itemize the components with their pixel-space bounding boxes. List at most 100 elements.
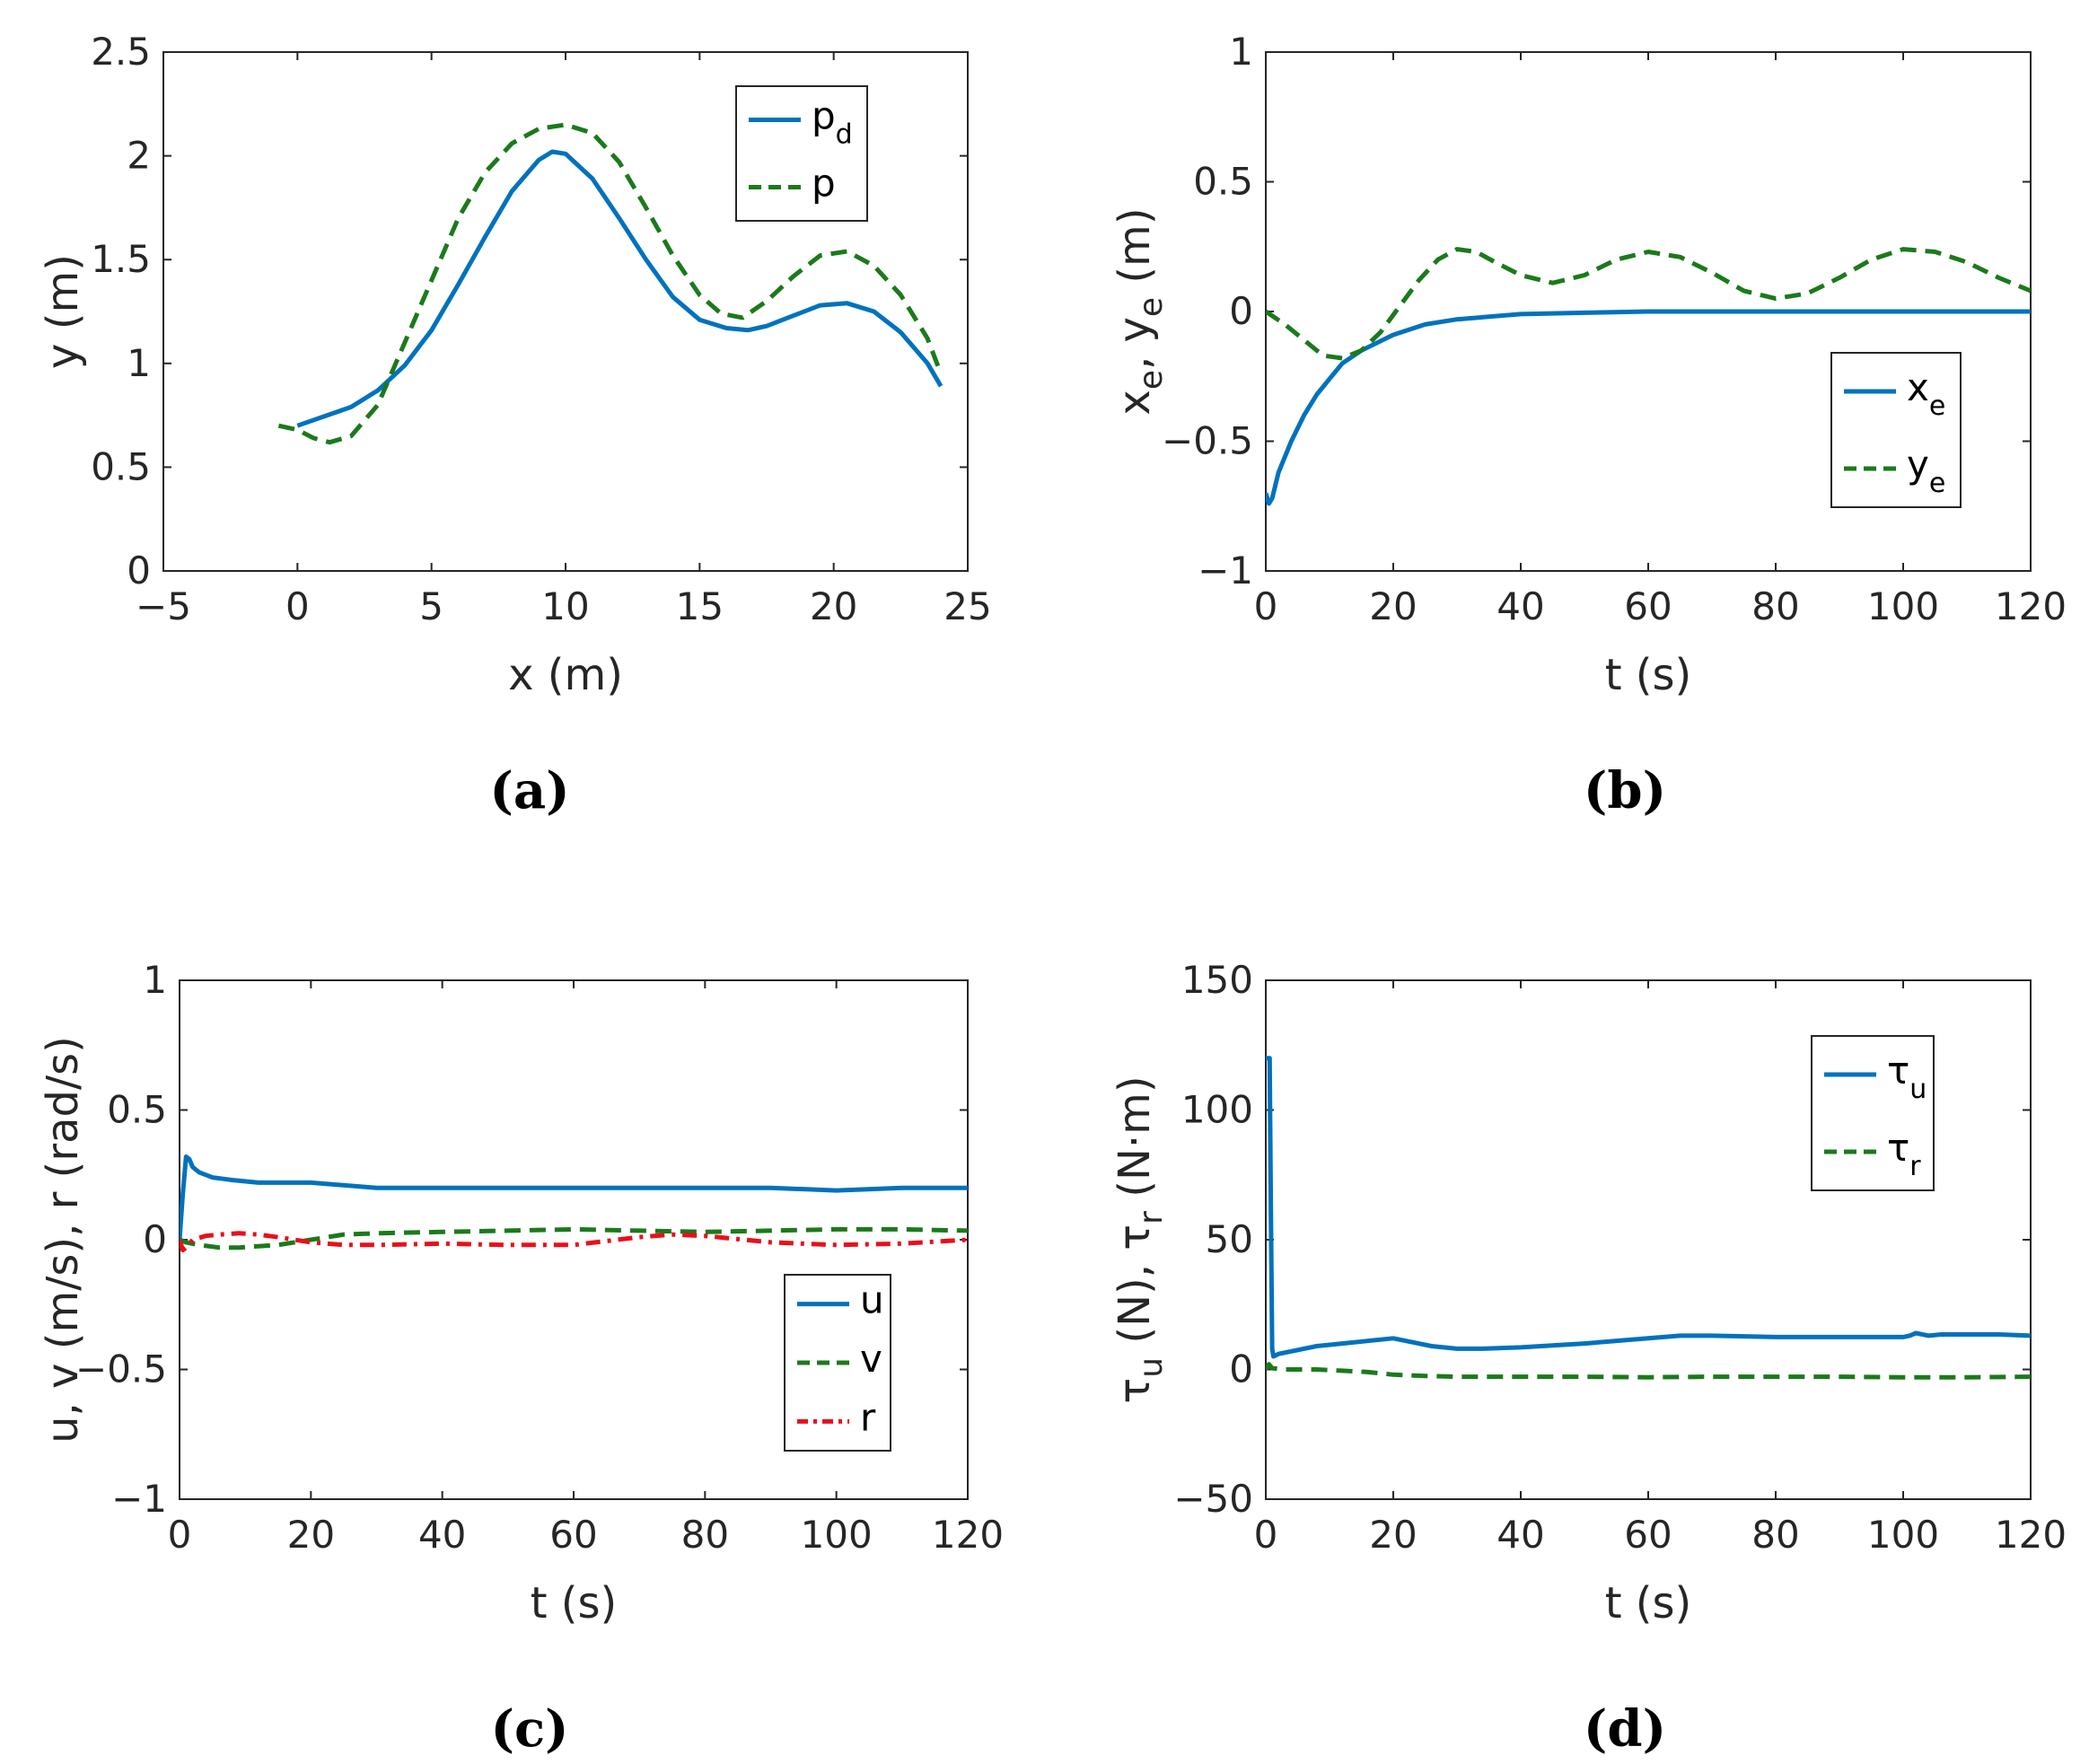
x-tick-label: 60 xyxy=(1624,1513,1672,1557)
x-tick-label: 80 xyxy=(1751,584,1799,628)
x-tick-label: 100 xyxy=(801,1513,873,1557)
legend-label-main: p xyxy=(812,162,836,206)
legend-label-main: v xyxy=(860,1337,882,1381)
x-tick-label: 0 xyxy=(1254,1513,1278,1557)
y-axis-label: u, v (m/s), r (rad/s) xyxy=(38,1036,88,1444)
x-tick-label: 120 xyxy=(932,1513,1004,1557)
series-line-r-1 xyxy=(1266,1362,2031,1380)
panel-caption: (c) xyxy=(490,1699,568,1759)
y-tick-label: 0.5 xyxy=(91,444,151,488)
y-axis-label-part: τ xyxy=(1110,1378,1160,1404)
y-axis-label-part: y xyxy=(1110,317,1160,342)
y-axis-label-part: τ xyxy=(1110,1224,1160,1251)
series-line-r-2 xyxy=(180,1231,968,1253)
y-axis-label-part: r xyxy=(1133,1211,1170,1224)
y-tick-label: 0 xyxy=(127,549,151,592)
x-tick-label: 40 xyxy=(1497,1513,1544,1557)
y-tick-label: −0.5 xyxy=(75,1347,167,1391)
legend-label: r xyxy=(860,1395,876,1439)
x-tick-label: 120 xyxy=(1995,1513,2067,1557)
y-tick-label: 1.5 xyxy=(91,237,151,281)
legend-label: xe xyxy=(1907,365,1945,422)
x-axis-label: x (m) xyxy=(508,650,623,700)
x-tick-label: 0 xyxy=(168,1513,192,1557)
y-tick-label: 0 xyxy=(1229,289,1253,333)
y-tick-label: 1 xyxy=(127,341,151,385)
y-axis-label-part: (m) xyxy=(1110,207,1160,296)
chart-panel-c: 0 20 40 60 80 100 120 −1 −0.5 0 0.5 1 t (s) u, v (m/s… xyxy=(38,958,1004,1759)
y-tick-label: −50 xyxy=(1173,1477,1253,1521)
x-tick-label: 0 xyxy=(1254,584,1278,628)
y-tick-label: 150 xyxy=(1181,958,1253,1002)
y-tick-label: −0.5 xyxy=(1162,419,1253,463)
x-tick-label: 15 xyxy=(676,584,724,628)
series-line-ye-1 xyxy=(1266,247,2031,361)
x-tick-label: 20 xyxy=(1369,584,1417,628)
panel-caption: (b) xyxy=(1584,761,1666,821)
legend-label-main: x xyxy=(1907,365,1929,409)
x-tick-label: 80 xyxy=(681,1513,729,1557)
x-tick-label: 40 xyxy=(418,1513,466,1557)
x-tick-label: 120 xyxy=(1995,584,2067,628)
y-axis-label-part: u xyxy=(1133,1357,1170,1378)
y-tick-label: 2.5 xyxy=(91,30,151,74)
series-line-u-0 xyxy=(180,1154,968,1241)
y-axis-label-part: e xyxy=(1133,297,1170,317)
x-axis-label: t (s) xyxy=(1605,1578,1692,1628)
legend-label-sub: u xyxy=(1909,1074,1927,1105)
y-axis-label-part: x xyxy=(1110,390,1160,415)
x-tick-label: 20 xyxy=(1369,1513,1417,1557)
y-axis-label: y (m) xyxy=(38,254,88,369)
y-axis-label-part: e xyxy=(1133,370,1170,390)
legend-label-main: τ xyxy=(1887,1126,1909,1170)
legend-label-main: r xyxy=(860,1395,876,1439)
x-tick-label: 25 xyxy=(944,584,991,628)
legend-label: u xyxy=(860,1278,884,1322)
y-tick-label: 0 xyxy=(1229,1347,1253,1391)
y-tick-label: 2 xyxy=(127,134,151,178)
x-tick-label: 10 xyxy=(541,584,589,628)
x-tick-label: 40 xyxy=(1497,584,1544,628)
legend-label: τu xyxy=(1887,1049,1927,1105)
y-axis-label-part: (N), xyxy=(1110,1251,1160,1357)
legend-label: pd xyxy=(812,94,853,151)
x-tick-label: −5 xyxy=(136,584,191,628)
legend-label: τr xyxy=(1887,1126,1921,1182)
y-axis-label: xe, ye (m) xyxy=(1110,207,1170,415)
legend-label: ye xyxy=(1907,443,1945,499)
y-tick-label: 1 xyxy=(143,958,167,1002)
y-tick-label: 0 xyxy=(143,1217,167,1261)
x-tick-label: 20 xyxy=(287,1513,335,1557)
legend-label-sub: e xyxy=(1929,391,1945,422)
x-tick-label: 60 xyxy=(1624,584,1672,628)
legend-label-sub: e xyxy=(1929,468,1945,499)
legend-label-main: τ xyxy=(1887,1049,1909,1093)
legend-box xyxy=(735,85,868,222)
panel-caption: (d) xyxy=(1584,1699,1666,1759)
series-line-v-1 xyxy=(180,1226,968,1251)
series-line-u-0 xyxy=(1266,1056,2031,1359)
x-tick-label: 20 xyxy=(810,584,857,628)
y-tick-label: 0.5 xyxy=(1193,160,1253,204)
x-tick-label: 100 xyxy=(1867,1513,1939,1557)
legend-box xyxy=(1811,1035,1935,1191)
x-tick-label: 60 xyxy=(549,1513,597,1557)
y-tick-label: −1 xyxy=(1198,549,1253,592)
y-tick-label: 1 xyxy=(1229,30,1253,74)
legend-label-main: p xyxy=(812,94,836,138)
y-axis-label-part: (N·m) xyxy=(1110,1075,1160,1211)
x-axis-label: t (s) xyxy=(531,1578,618,1628)
panel-caption: (a) xyxy=(489,761,569,821)
y-tick-label: 0.5 xyxy=(107,1088,167,1132)
x-tick-label: 80 xyxy=(1751,1513,1799,1557)
legend-box xyxy=(1830,352,1962,508)
y-axis-label: τu (N), τr (N·m) xyxy=(1110,1075,1170,1403)
y-tick-label: 100 xyxy=(1181,1088,1253,1132)
legend-label-main: y xyxy=(1907,443,1929,487)
y-axis-label-part: , xyxy=(1110,342,1160,370)
x-axis-label: t (s) xyxy=(1605,650,1692,700)
series-line-p-1 xyxy=(277,122,944,445)
legend-label-sub: d xyxy=(836,119,853,151)
